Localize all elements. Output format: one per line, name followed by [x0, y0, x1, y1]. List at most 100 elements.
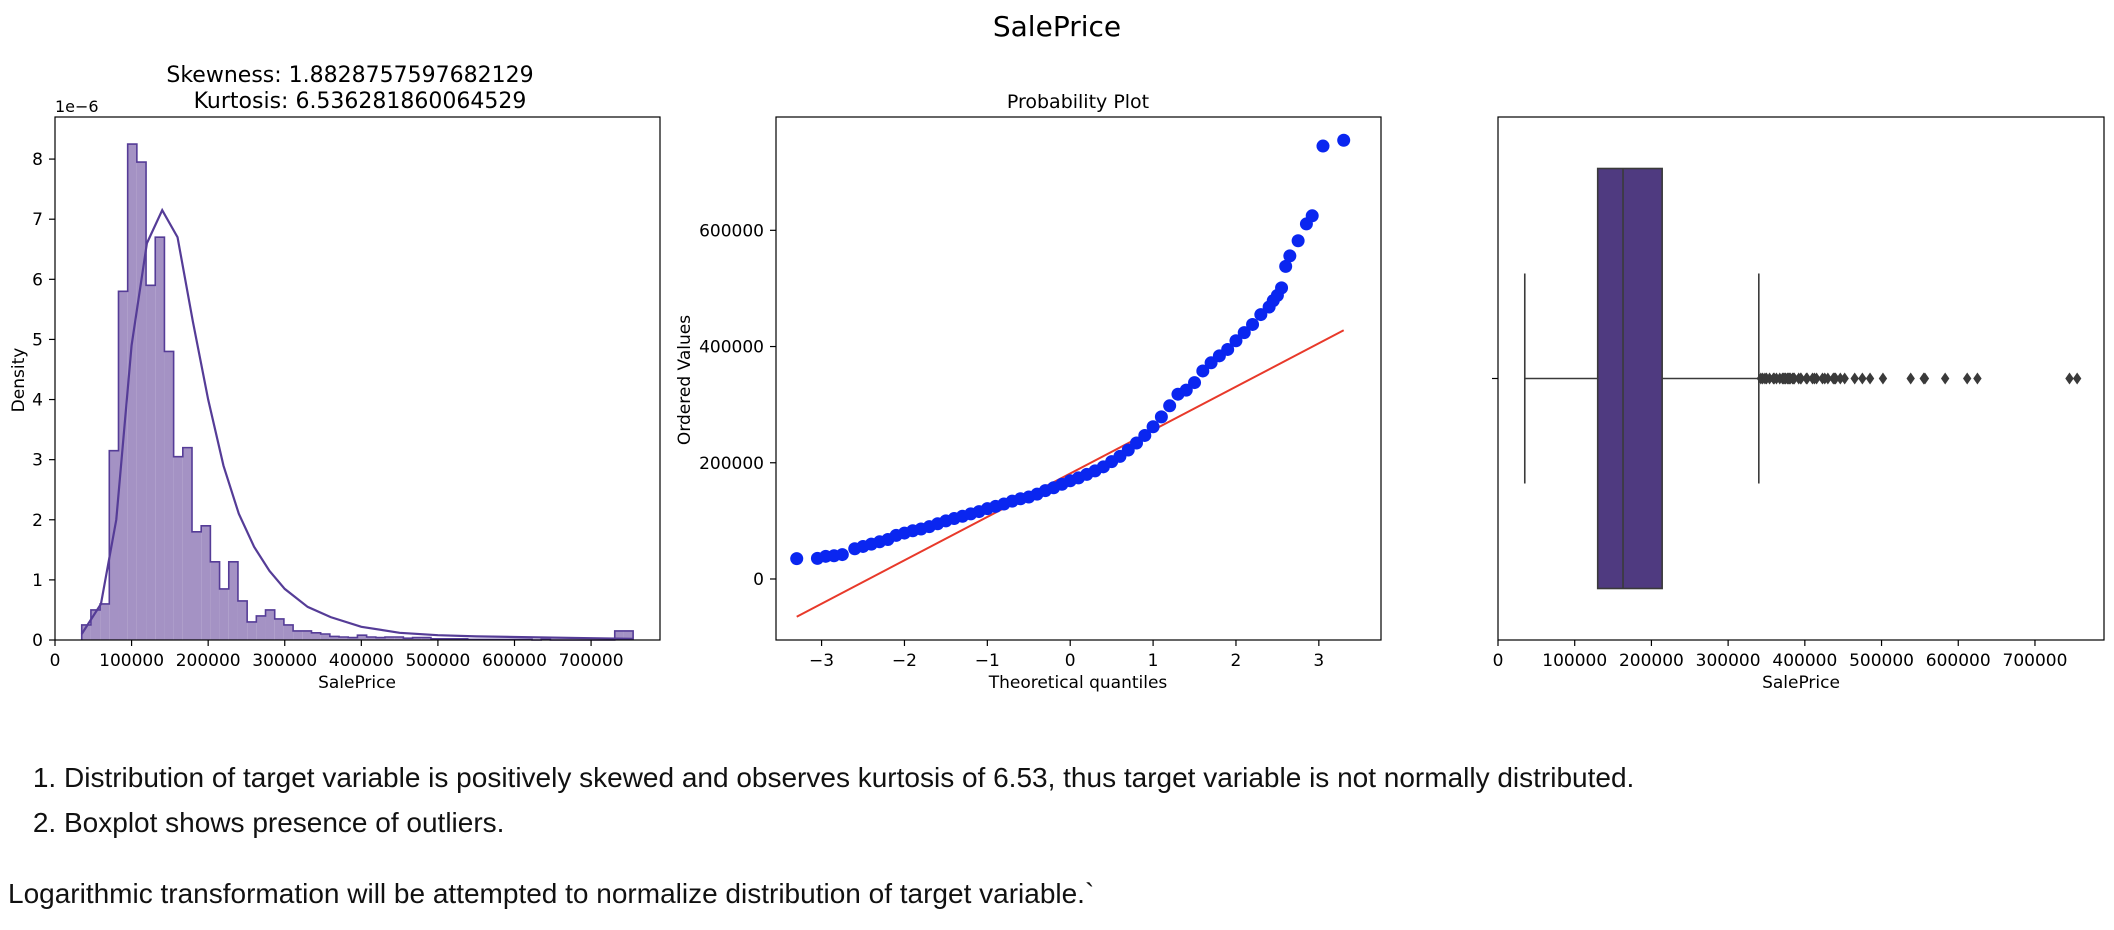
histogram-bar — [90, 609, 101, 640]
y-tick-label: 200000 — [699, 454, 764, 474]
x-tick-label: 200000 — [176, 651, 241, 671]
probability-point — [1196, 364, 1210, 378]
probability-points — [790, 133, 1351, 566]
probability-plot-panel: Probability Plot −3 −2 −1 0 1 2 3 0 200000 400000… — [675, 91, 1382, 693]
histogram-bar — [81, 624, 91, 640]
histogram-bar — [173, 456, 183, 640]
probability-point — [1275, 281, 1289, 295]
histogram-bar — [182, 447, 193, 640]
x-tick-label: −2 — [892, 651, 917, 671]
histogram-title-kurtosis: Kurtosis: 6.536281860064529 — [194, 89, 527, 114]
probability-point — [1237, 326, 1251, 340]
histogram-bar — [109, 450, 119, 640]
probability-point — [1254, 308, 1268, 322]
fit-line — [796, 329, 1345, 618]
probability-point — [1283, 249, 1297, 263]
histogram-bar — [256, 615, 266, 640]
histogram-title-skewness: Skewness: 1.8828757597682129 — [166, 63, 533, 88]
x-tick-label: 500000 — [1849, 651, 1914, 671]
outlier-marker — [1906, 372, 1915, 385]
probability-point — [1179, 383, 1193, 397]
x-tick-label: 100000 — [1542, 651, 1607, 671]
probability-point — [1163, 399, 1177, 413]
histogram-bar — [623, 630, 634, 640]
histogram-bar — [421, 637, 431, 640]
y-tick-label: 600000 — [699, 221, 764, 241]
observation-item: Distribution of target variable is posit… — [64, 755, 2114, 800]
boxplot-panel: 0 100000 200000 300000 400000 500000 600000 700… — [1492, 116, 2105, 693]
histogram-outline — [80, 143, 634, 641]
histogram-bar — [614, 630, 624, 640]
histogram-bar — [265, 609, 275, 640]
probability-point — [790, 552, 804, 566]
histogram-bar — [329, 636, 340, 640]
histogram-bar — [311, 632, 321, 640]
outlier-marker — [1973, 372, 1982, 385]
figure-suptitle: SalePrice — [993, 10, 1121, 43]
x-tick-label: 3 — [1313, 651, 1324, 671]
probability-point — [1246, 317, 1260, 331]
histogram-bar — [237, 600, 248, 640]
outlier-marker — [1796, 372, 1806, 385]
histogram-bar — [339, 636, 349, 640]
y-tick-label: 0 — [753, 570, 764, 590]
probability-point — [1229, 334, 1243, 348]
histogram-bar — [100, 603, 110, 640]
probability-plot-title: Probability Plot — [1007, 91, 1149, 113]
y-tick-label: 400000 — [699, 338, 764, 358]
probability-point — [1337, 133, 1351, 147]
histogram-ylabel: Density — [9, 348, 29, 413]
histogram-xlabel: SalePrice — [318, 673, 396, 693]
probability-point — [1130, 436, 1144, 450]
x-tick-label: 1 — [1148, 651, 1159, 671]
x-tick-label: 400000 — [329, 651, 394, 671]
histogram-bar — [320, 633, 330, 640]
histogram-bar — [293, 630, 303, 640]
histogram-bars — [80, 143, 634, 641]
outlier-marker — [1823, 372, 1833, 385]
histogram-bar — [283, 624, 294, 640]
histogram-bar — [192, 531, 202, 640]
outlier-marker — [1865, 372, 1875, 385]
outlier-marker — [1858, 372, 1867, 385]
boxplot-box — [1596, 167, 1663, 590]
x-tick-label: 600000 — [482, 651, 547, 671]
y-tick-label: 4 — [32, 391, 43, 411]
x-tick-label: 700000 — [2003, 651, 2068, 671]
probability-plot-axes: −3 −2 −1 0 1 2 3 0 200000 400000 600000 — [699, 116, 1382, 671]
y-tick-label: 0 — [32, 631, 43, 651]
probability-point — [1279, 259, 1293, 273]
outlier-marker — [1850, 372, 1859, 385]
observation-item: Boxplot shows presence of outliers. — [64, 800, 2114, 845]
boxplot-outliers — [1756, 372, 2082, 385]
histogram-bar — [274, 618, 284, 640]
probability-point — [1154, 410, 1168, 424]
y-tick-label: 3 — [32, 451, 43, 471]
outlier-marker — [1812, 372, 1821, 385]
fit-line-group — [796, 329, 1345, 618]
histogram-bar — [219, 588, 229, 640]
histogram-bar — [136, 162, 147, 640]
axes-frame — [775, 116, 1382, 641]
x-tick-label: 700000 — [559, 651, 624, 671]
histogram-bar — [210, 561, 220, 640]
histogram-bar — [394, 636, 404, 640]
y-tick-label: 5 — [32, 330, 43, 350]
outlier-marker — [1831, 372, 1840, 385]
outlier-marker — [1836, 372, 1845, 385]
outlier-marker — [1940, 372, 1950, 385]
probability-plot-ylabel: Ordered Values — [675, 315, 695, 445]
outlier-marker — [2065, 372, 2074, 385]
histogram-bar — [302, 630, 312, 640]
kde-curve-group — [80, 207, 634, 640]
x-tick-label: 300000 — [252, 651, 317, 671]
observation-list: Distribution of target variable is posit… — [0, 755, 2114, 845]
x-tick-label: 400000 — [1772, 651, 1837, 671]
probability-point — [1305, 209, 1319, 223]
outlier-marker — [1962, 372, 1972, 385]
histogram-bar — [228, 561, 238, 640]
y-tick-label: 8 — [32, 150, 43, 170]
x-tick-label: 0 — [1493, 651, 1504, 671]
x-tick-label: 0 — [1065, 651, 1076, 671]
histogram-bar — [118, 291, 128, 640]
